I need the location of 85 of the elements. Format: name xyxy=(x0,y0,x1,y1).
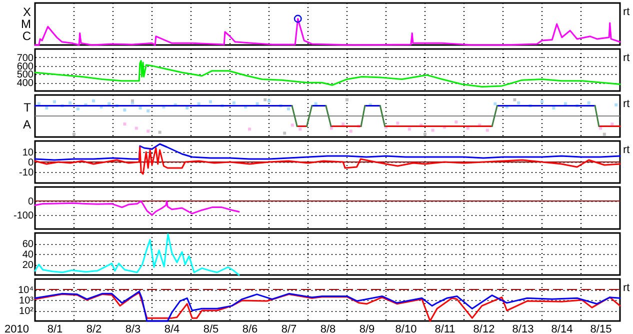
y-tick-label: 20 xyxy=(22,260,34,271)
x-tick-label: 8/12 xyxy=(473,324,495,334)
x-tick-label: 8/5 xyxy=(203,324,219,334)
point xyxy=(408,128,411,131)
point xyxy=(123,122,126,126)
x-tick-label: 8/15 xyxy=(590,324,612,334)
x-tick-label: 8/14 xyxy=(551,324,573,334)
y-tick-label: 40 xyxy=(22,250,34,260)
point xyxy=(610,122,614,126)
text: rt xyxy=(623,282,630,294)
point xyxy=(68,101,72,104)
point xyxy=(349,130,352,133)
point xyxy=(494,102,497,106)
point xyxy=(513,98,516,102)
y-tick-label: 0 xyxy=(28,196,34,208)
y-tick-label: 10² xyxy=(19,306,34,317)
point xyxy=(552,106,556,110)
point xyxy=(602,132,606,136)
x-tick-label: 8/11 xyxy=(434,324,456,334)
point xyxy=(587,101,590,104)
point xyxy=(486,128,489,132)
point xyxy=(158,130,162,134)
text: X xyxy=(22,5,31,19)
text: rt xyxy=(623,52,630,64)
line-series xyxy=(34,60,621,88)
x-tick-label: 8/2 xyxy=(86,324,102,334)
y-tick-label: 10³ xyxy=(19,296,34,306)
text: M xyxy=(21,17,31,31)
point xyxy=(290,124,294,127)
point xyxy=(53,100,56,104)
point xyxy=(342,122,345,126)
x-tick-label: 8/6 xyxy=(242,324,258,334)
point xyxy=(454,120,458,124)
text: C xyxy=(22,29,32,43)
y-tick-label: 0 xyxy=(28,158,34,168)
point xyxy=(92,99,95,102)
x-tick-label: 8/10 xyxy=(395,324,417,334)
point xyxy=(45,106,48,110)
point xyxy=(396,122,400,125)
x-tick-label: 8/9 xyxy=(359,324,375,334)
point xyxy=(146,130,150,133)
point xyxy=(517,101,520,104)
point xyxy=(248,128,251,131)
text: rt xyxy=(623,98,630,110)
point xyxy=(123,108,126,112)
point xyxy=(146,109,150,112)
x-axis-title: 2010 xyxy=(4,324,29,334)
point xyxy=(264,98,267,102)
y-tick-label: 10⁴ xyxy=(18,285,34,296)
point xyxy=(232,101,236,104)
text: rt xyxy=(623,6,630,18)
x-tick-label: 8/13 xyxy=(512,324,534,334)
point xyxy=(268,99,270,102)
x-tick-label: 8/3 xyxy=(125,324,141,334)
y-tick-label: 10 xyxy=(22,148,34,158)
point xyxy=(76,107,80,110)
point xyxy=(138,106,142,110)
y-tick-label: 60 xyxy=(22,239,34,250)
point xyxy=(424,132,426,136)
text: rt xyxy=(623,144,630,156)
point xyxy=(431,128,434,132)
x-tick-label: 8/1 xyxy=(47,324,63,334)
x-tick-label: 8/4 xyxy=(164,324,180,334)
line-series xyxy=(34,146,621,175)
y-tick-label: -100 xyxy=(13,210,34,222)
point xyxy=(287,107,290,110)
y-tick-label: -10 xyxy=(19,168,34,178)
point xyxy=(283,132,286,135)
line-series xyxy=(34,200,240,216)
point xyxy=(540,100,544,104)
point xyxy=(298,128,302,131)
text: T xyxy=(24,100,32,115)
y-tick-label: 400 xyxy=(16,78,34,90)
text: A xyxy=(22,117,31,132)
point xyxy=(186,106,189,110)
point xyxy=(614,103,618,106)
point xyxy=(134,126,138,130)
x-tick-label: 8/7 xyxy=(281,324,297,334)
x-tick-label: 8/8 xyxy=(320,324,336,334)
point xyxy=(72,132,76,136)
point xyxy=(209,100,212,104)
line-series xyxy=(34,233,240,276)
line-series xyxy=(34,143,621,161)
y-tick-label: 700 xyxy=(16,52,34,64)
point xyxy=(346,98,348,102)
